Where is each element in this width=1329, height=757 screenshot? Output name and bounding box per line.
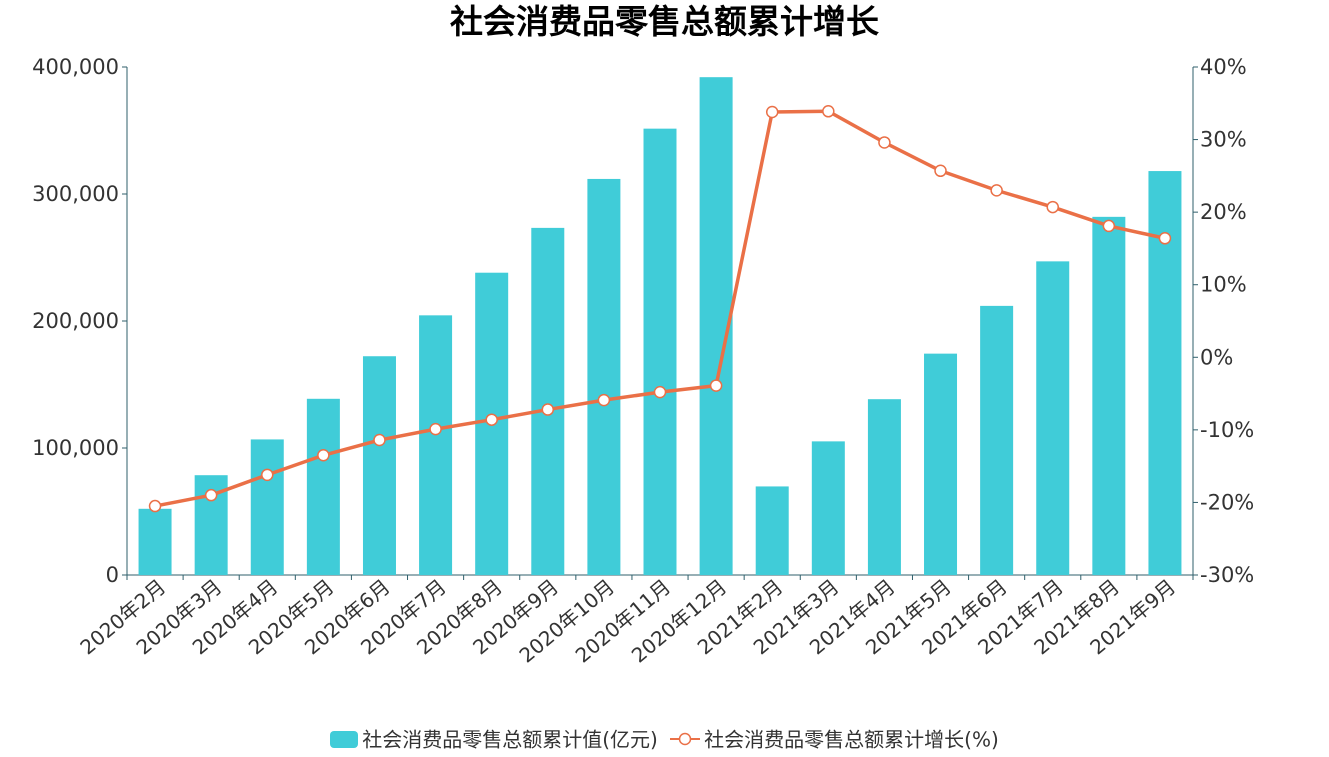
bar[interactable]: [1148, 171, 1182, 575]
line-point[interactable]: [1158, 232, 1172, 245]
bar[interactable]: [138, 508, 172, 575]
bar[interactable]: [250, 439, 284, 575]
right-tick-label: -10%: [1200, 418, 1254, 442]
left-tick-label: 100,000: [32, 436, 119, 460]
bar[interactable]: [811, 441, 845, 575]
line-point[interactable]: [204, 488, 218, 502]
bar[interactable]: [587, 178, 621, 575]
line-point[interactable]: [148, 499, 162, 513]
right-tick-label: 20%: [1200, 200, 1247, 224]
right-tick-label: 0%: [1200, 345, 1233, 369]
line-point[interactable]: [261, 468, 274, 482]
bar[interactable]: [643, 128, 677, 575]
bar[interactable]: [362, 356, 396, 575]
bar[interactable]: [1036, 261, 1070, 575]
line-point[interactable]: [485, 413, 498, 426]
legend: 社会消费品零售总额累计值(亿元) 社会消费品零售总额累计增长(%): [0, 722, 1329, 754]
line-point[interactable]: [597, 393, 611, 407]
line-point[interactable]: [429, 422, 442, 436]
line-point[interactable]: [317, 449, 330, 462]
bar[interactable]: [306, 398, 340, 575]
chart-title: 社会消费品零售总额累计增长: [450, 2, 879, 41]
left-tick-label: 0: [106, 563, 119, 587]
line-series: [148, 105, 1172, 513]
bar[interactable]: [980, 305, 1014, 575]
left-tick-label: 300,000: [32, 182, 119, 206]
right-tick-label: -30%: [1200, 563, 1254, 587]
right-tick-label: 40%: [1200, 55, 1247, 79]
line-point[interactable]: [373, 433, 386, 447]
left-tick-label: 200,000: [32, 309, 119, 333]
bar[interactable]: [755, 486, 789, 575]
bar[interactable]: [419, 315, 453, 575]
axis-labels: 0 100,000 200,000 300,000 400,000 -30% -20% -10…: [32, 55, 1254, 668]
line-point[interactable]: [990, 184, 1003, 197]
right-tick-label: 30%: [1200, 128, 1247, 152]
line-point[interactable]: [653, 385, 667, 399]
line-point[interactable]: [1046, 200, 1059, 214]
legend-item-bar[interactable]: 社会消费品零售总额累计值(亿元): [330, 723, 658, 755]
bar-series: [138, 77, 1182, 576]
line-point[interactable]: [934, 164, 947, 178]
bar[interactable]: [867, 399, 901, 575]
legend-bar-swatch-icon: [330, 730, 359, 748]
right-tick-label: 10%: [1200, 273, 1247, 297]
line-point[interactable]: [878, 136, 891, 149]
legend-label-bar: 社会消费品零售总额累计值(亿元): [362, 727, 658, 752]
right-tick-label: -20%: [1200, 490, 1254, 514]
bar[interactable]: [924, 353, 958, 575]
bar[interactable]: [531, 227, 565, 575]
line-point[interactable]: [765, 105, 779, 119]
line-point[interactable]: [822, 105, 835, 118]
line-point[interactable]: [709, 379, 723, 392]
legend-item-line[interactable]: 社会消费品零售总额累计增长(%): [670, 723, 999, 755]
legend-label-line: 社会消费品零售总额累计增长(%): [704, 727, 999, 752]
bar[interactable]: [1092, 216, 1126, 576]
line-point[interactable]: [1102, 219, 1116, 233]
legend-line-swatch-icon: [670, 733, 701, 746]
line-point[interactable]: [541, 403, 555, 416]
left-tick-label: 400,000: [32, 55, 119, 79]
